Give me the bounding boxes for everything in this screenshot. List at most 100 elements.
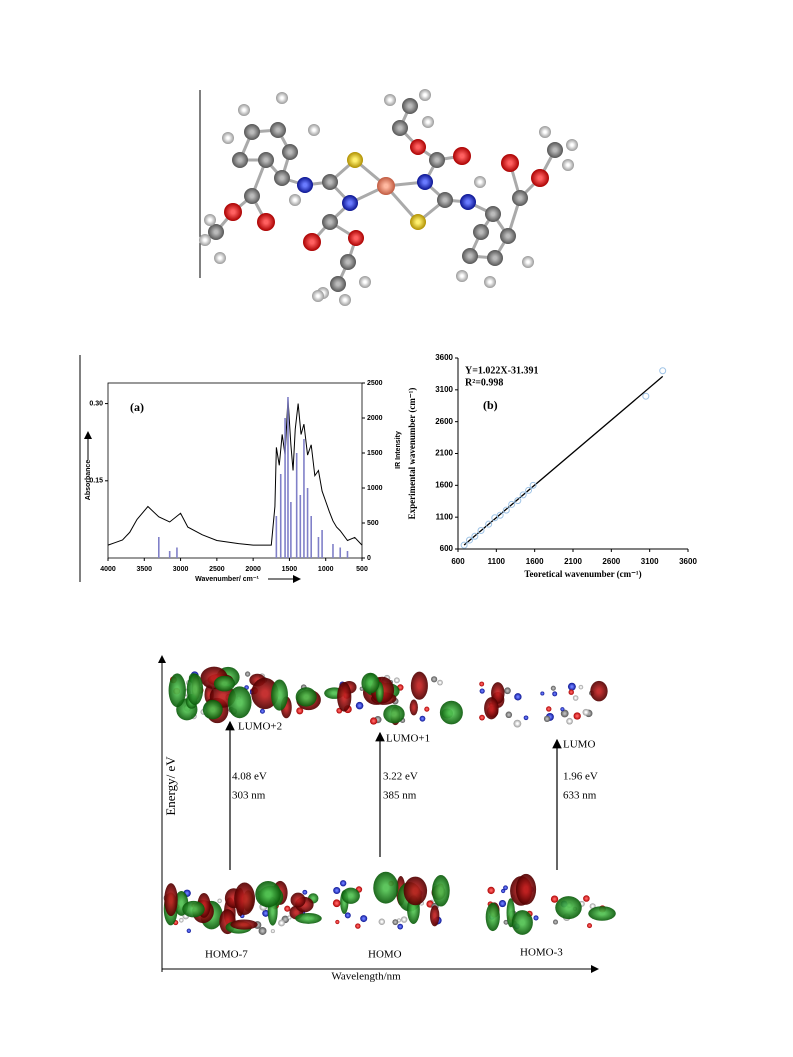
atom <box>453 147 471 165</box>
orbital-lobe <box>295 913 322 924</box>
orbital-lobe <box>168 673 186 708</box>
y-tick-label: 1100 <box>436 512 454 521</box>
orbital-lobe <box>295 687 317 707</box>
atom-dot <box>424 706 430 712</box>
atom-dot <box>543 715 551 722</box>
atom <box>437 192 453 208</box>
atom <box>199 234 211 246</box>
x-axis-label: Wavenumber/ cm⁻¹ <box>195 576 259 583</box>
atom <box>222 132 234 144</box>
atom-dot <box>533 915 539 921</box>
atom-dot <box>498 900 507 908</box>
plot-frame <box>107 382 363 559</box>
atom-dot <box>270 929 275 934</box>
orbital-lobe <box>213 675 236 692</box>
x-tick-label: 1500 <box>282 566 298 573</box>
atom-dot <box>573 712 581 720</box>
atom-dot <box>479 681 485 687</box>
atom-dot <box>566 717 573 725</box>
atom-dot <box>479 714 485 721</box>
atom <box>270 122 286 138</box>
energy-gap: 4.08 eV <box>232 771 267 783</box>
wavelength: 303 nm <box>232 790 266 802</box>
atom <box>487 250 503 266</box>
orbital-lobe <box>186 673 204 706</box>
atom-dot <box>186 928 192 933</box>
orbital-lobe <box>588 906 616 921</box>
atom-dot <box>333 886 341 895</box>
atom <box>289 194 301 206</box>
x-tick-label: 3600 <box>679 557 697 566</box>
x-axis-label: Teoretical wavenumber (cm⁻¹) <box>524 569 641 579</box>
equation: Y=1.022X-31.391 <box>465 365 538 376</box>
y2-tick-label: 500 <box>367 520 379 527</box>
atom-dot <box>278 919 285 927</box>
lower-orbital-label: HOMO-7 <box>205 949 248 961</box>
atom <box>359 276 371 288</box>
molecule <box>199 89 578 306</box>
atom <box>342 195 358 211</box>
atom <box>392 120 408 136</box>
atom-dot <box>393 677 400 684</box>
atom-dot <box>419 715 426 722</box>
data-point <box>525 486 533 494</box>
orbital-lobe <box>234 882 256 916</box>
atom-dot <box>378 918 386 925</box>
y-tick-label: 1600 <box>435 480 453 489</box>
atom-dot <box>392 919 399 926</box>
atom-dot <box>513 719 522 728</box>
orbital-lobe <box>485 902 500 932</box>
orbitals <box>163 666 616 935</box>
orbital-lobe <box>511 910 533 935</box>
y-tick-label: 2100 <box>435 449 453 458</box>
atom-dot <box>568 689 574 695</box>
atom <box>522 256 534 268</box>
data-point <box>466 536 473 544</box>
atom <box>340 254 356 270</box>
atom-dot <box>258 927 267 935</box>
atom-dot <box>400 916 408 923</box>
orbital-lobe <box>484 697 499 720</box>
atom <box>282 144 298 160</box>
orbital-lobe <box>202 699 223 720</box>
atom <box>238 104 250 116</box>
orbital-lobe <box>373 871 399 904</box>
orbital-lobe <box>251 677 279 710</box>
atom <box>224 203 242 221</box>
atom <box>204 214 216 226</box>
atom <box>232 152 248 168</box>
atom <box>429 152 445 168</box>
atom-dot <box>503 919 509 925</box>
x-tick-label: 500 <box>356 566 368 573</box>
atom-dot <box>344 912 351 919</box>
orbital-lobe <box>341 887 360 904</box>
x-tick-label: 1600 <box>526 557 544 566</box>
orbital-lobe <box>337 682 352 712</box>
atom-dot <box>487 886 495 895</box>
atom <box>244 124 260 140</box>
atom <box>410 139 426 155</box>
orbital-lobe <box>227 686 252 719</box>
atom-dot <box>479 688 485 694</box>
y-tick-label: 3600 <box>435 353 453 362</box>
spectrum-line <box>107 398 363 546</box>
atom <box>417 174 433 190</box>
upper-orbital-label: LUMO+1 <box>386 733 430 745</box>
atom <box>512 190 528 206</box>
r-squared: R²=0.998 <box>465 377 503 388</box>
atom-dot <box>505 711 513 719</box>
atom-dot <box>244 671 251 677</box>
atom-dot <box>355 701 364 710</box>
x-tick-label: 3000 <box>173 566 189 573</box>
atom <box>274 170 290 186</box>
atom <box>330 276 346 292</box>
atom <box>258 152 274 168</box>
atom-dot <box>578 684 584 690</box>
x-tick-label: 2500 <box>209 566 225 573</box>
x-tick-label: 2600 <box>602 557 620 566</box>
atom-dot <box>335 919 340 925</box>
atom-dot <box>397 923 404 930</box>
data-point <box>460 541 468 549</box>
atom-dot <box>284 905 291 912</box>
